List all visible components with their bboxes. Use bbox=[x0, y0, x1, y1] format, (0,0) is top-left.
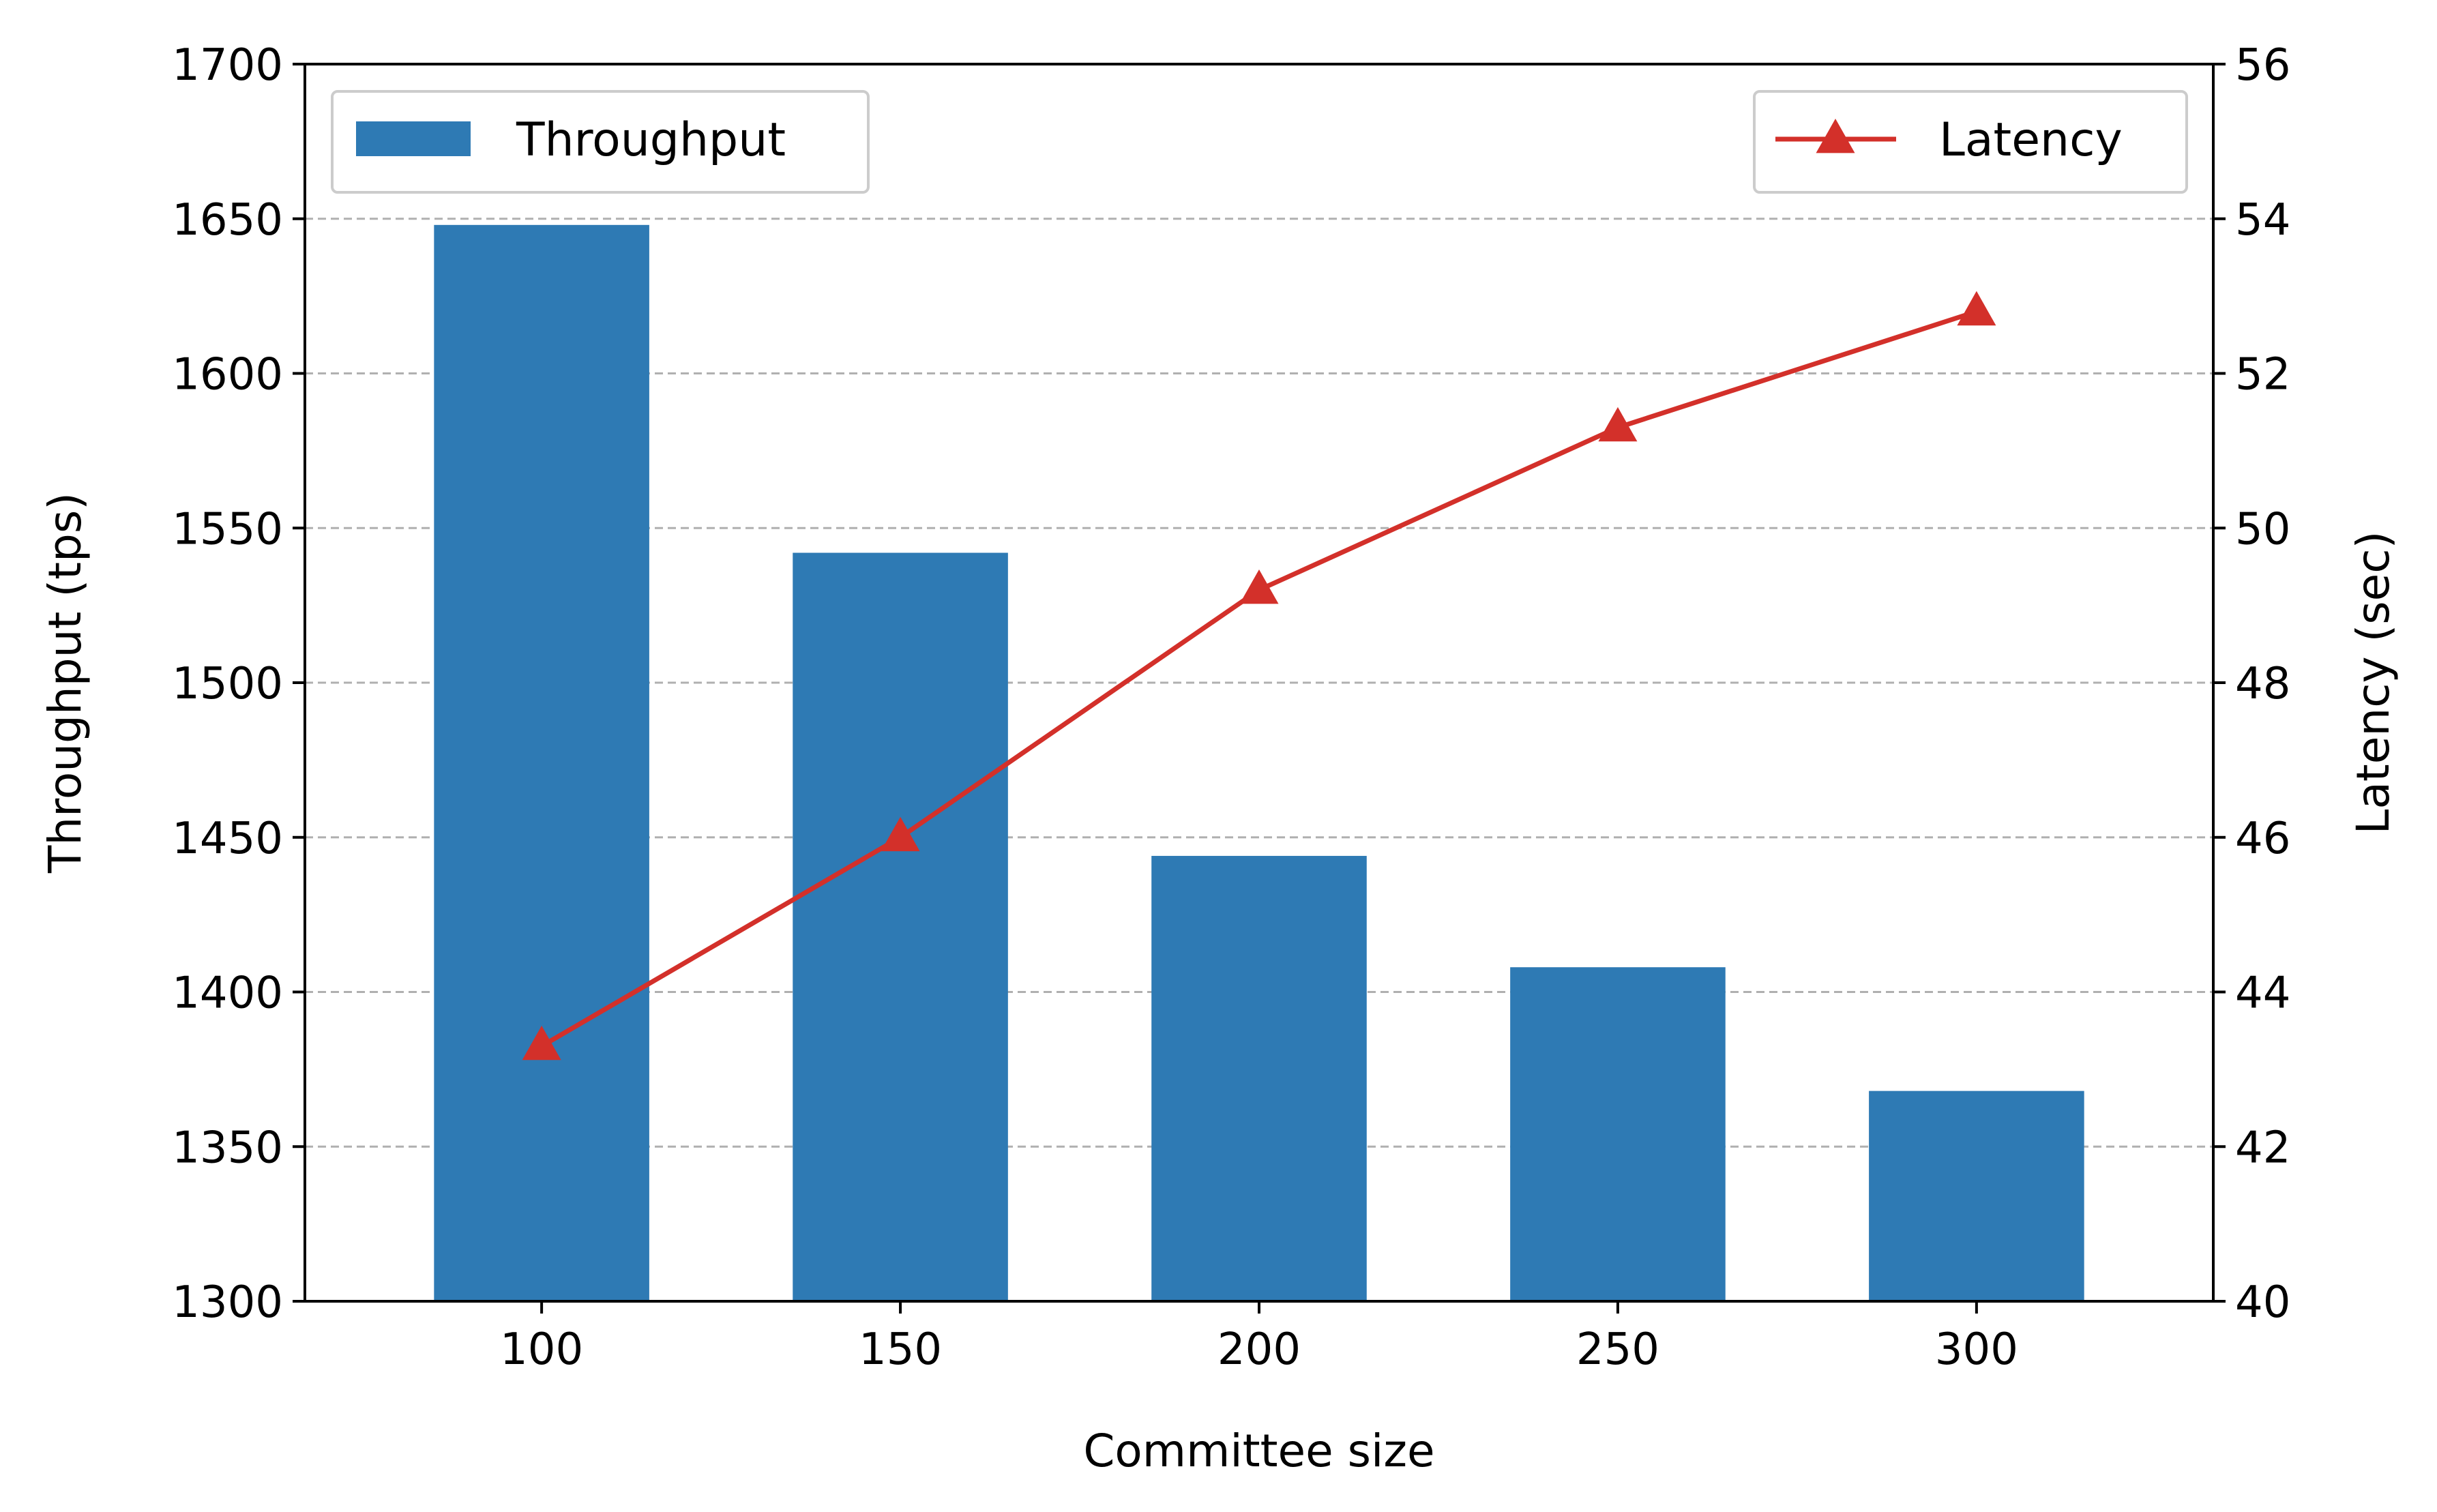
legend-box bbox=[331, 90, 870, 194]
left-axis-ticks: 1300 1350 1400 1450 1500 1550 1600 1650 1700 bbox=[172, 40, 305, 1328]
throughput-bar bbox=[1151, 855, 1367, 1301]
right-axis-title: Latency (sec) bbox=[2347, 531, 2399, 835]
x-tick-label: 150 bbox=[859, 1324, 942, 1375]
right-tick-label: 46 bbox=[2235, 814, 2290, 864]
left-axis-title: Throughput (tps) bbox=[39, 492, 91, 874]
left-tick-label: 1650 bbox=[172, 195, 283, 246]
left-tick-label: 1350 bbox=[172, 1123, 283, 1173]
legend-swatch-throughput bbox=[356, 121, 471, 156]
right-tick-label: 48 bbox=[2235, 659, 2290, 709]
x-axis-title: Committee size bbox=[1083, 1425, 1434, 1477]
legend-label-throughput: Throughput bbox=[516, 113, 786, 167]
throughput-bar bbox=[1510, 967, 1726, 1301]
right-axis-ticks: 40 42 44 46 48 50 52 54 56 bbox=[2213, 40, 2290, 1328]
legend-box bbox=[1753, 90, 2188, 194]
right-tick-label: 52 bbox=[2235, 350, 2290, 400]
throughput-bar bbox=[1869, 1091, 2084, 1301]
latency-line bbox=[522, 291, 1996, 1061]
latency-point bbox=[881, 816, 920, 852]
throughput-bar bbox=[434, 224, 649, 1301]
latency-point bbox=[1239, 569, 1279, 604]
throughput-bar bbox=[793, 552, 1008, 1301]
x-axis-ticks: 100 150 200 250 300 bbox=[500, 1301, 2018, 1375]
right-tick-label: 40 bbox=[2235, 1277, 2290, 1328]
right-tick-label: 54 bbox=[2235, 195, 2290, 246]
x-tick-label: 100 bbox=[500, 1324, 583, 1375]
throughput-bars bbox=[434, 224, 2084, 1301]
right-tick-label: 44 bbox=[2235, 968, 2290, 1019]
right-tick-label: 50 bbox=[2235, 504, 2290, 554]
legend-throughput: Throughput bbox=[331, 90, 870, 194]
x-tick-label: 300 bbox=[1935, 1324, 2018, 1375]
x-tick-label: 250 bbox=[1576, 1324, 1659, 1375]
left-tick-label: 1550 bbox=[172, 504, 283, 554]
legend-label-latency: Latency bbox=[1939, 113, 2123, 167]
left-tick-label: 1600 bbox=[172, 350, 283, 400]
x-tick-label: 200 bbox=[1217, 1324, 1301, 1375]
legend-latency: Latency bbox=[1753, 90, 2188, 194]
left-tick-label: 1300 bbox=[172, 1277, 283, 1328]
left-tick-label: 1500 bbox=[172, 659, 283, 709]
right-tick-label: 56 bbox=[2235, 40, 2290, 91]
legend-marker-latency bbox=[1816, 119, 1855, 153]
left-tick-label: 1400 bbox=[172, 968, 283, 1019]
latency-point bbox=[1957, 291, 1996, 326]
left-tick-label: 1450 bbox=[172, 814, 283, 864]
right-tick-label: 42 bbox=[2235, 1123, 2290, 1173]
latency-point bbox=[522, 1025, 561, 1061]
latency-point bbox=[1598, 406, 1638, 442]
left-tick-label: 1700 bbox=[172, 40, 283, 91]
